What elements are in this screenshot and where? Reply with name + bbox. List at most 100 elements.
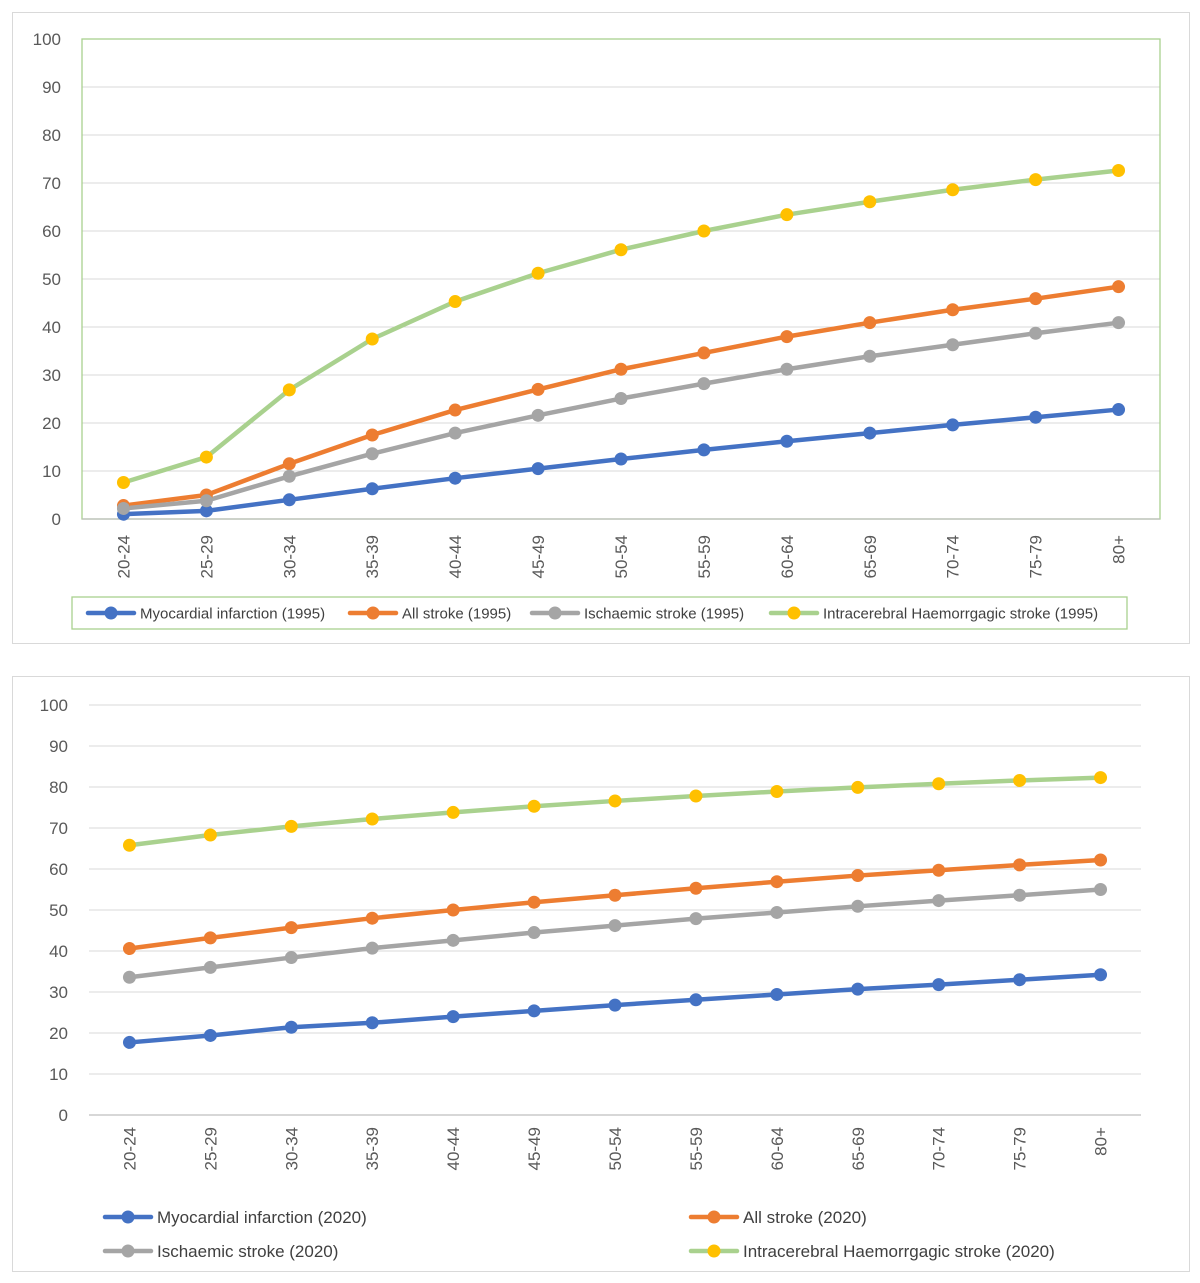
data-point xyxy=(1112,280,1126,294)
data-point xyxy=(1013,888,1027,902)
data-point xyxy=(863,316,877,330)
data-point xyxy=(203,1028,217,1042)
data-point xyxy=(851,780,865,794)
x-tick-label: 60-64 xyxy=(778,535,797,578)
data-point xyxy=(284,921,298,935)
data-point xyxy=(203,931,217,945)
data-point xyxy=(122,838,136,852)
data-point xyxy=(1029,292,1043,306)
data-point xyxy=(851,899,865,913)
data-point xyxy=(932,894,946,908)
data-point xyxy=(1094,853,1108,867)
data-point xyxy=(1013,773,1027,787)
x-tick-label: 25-29 xyxy=(197,535,216,578)
y-tick-label: 30 xyxy=(42,366,61,385)
x-tick-label: 65-69 xyxy=(861,535,880,578)
data-point xyxy=(614,452,628,466)
data-point xyxy=(780,434,794,448)
y-tick-label: 90 xyxy=(49,737,68,756)
data-point xyxy=(946,418,960,432)
x-tick-label: 55-59 xyxy=(687,1127,706,1170)
data-point xyxy=(1029,173,1043,187)
x-tick-label: 30-34 xyxy=(282,1127,301,1170)
x-tick-label: 35-39 xyxy=(363,1127,382,1170)
y-tick-label: 10 xyxy=(42,462,61,481)
x-tick-label: 60-64 xyxy=(768,1127,787,1170)
x-tick-label: 30-34 xyxy=(280,535,299,578)
x-tick-label: 65-69 xyxy=(849,1127,868,1170)
data-point xyxy=(1112,164,1126,178)
data-point xyxy=(448,471,462,485)
data-point xyxy=(608,919,622,933)
x-tick-label: 70-74 xyxy=(930,1127,949,1170)
data-point xyxy=(851,869,865,883)
y-tick-label: 60 xyxy=(42,222,61,241)
data-point xyxy=(199,450,213,464)
data-point xyxy=(863,426,877,440)
data-point xyxy=(527,799,541,813)
x-tick-label: 20-24 xyxy=(120,1127,139,1170)
data-point xyxy=(122,1035,136,1049)
data-point xyxy=(531,382,545,396)
data-point xyxy=(122,970,136,984)
x-tick-label: 45-49 xyxy=(525,1127,544,1170)
data-point xyxy=(116,501,130,515)
data-point xyxy=(851,982,865,996)
data-point xyxy=(446,933,460,947)
data-point xyxy=(116,476,130,490)
data-point xyxy=(282,493,296,507)
data-point xyxy=(282,383,296,397)
x-tick-label: 80+ xyxy=(1092,1127,1111,1156)
legend-label: Ischaemic stroke (2020) xyxy=(157,1242,338,1261)
y-tick-label: 30 xyxy=(49,983,68,1002)
chart-2020: 0 10 20 30 40 50 60 70 80 90 100 20-24 25-29 30-34 35-… xyxy=(40,696,1141,1261)
series-line xyxy=(121,320,1121,511)
data-point xyxy=(614,392,628,406)
x-tick-label: 40-44 xyxy=(444,1127,463,1170)
legend-marker xyxy=(707,1244,721,1258)
legend-marker xyxy=(104,606,118,620)
data-point xyxy=(1029,410,1043,424)
data-point xyxy=(932,978,946,992)
data-point xyxy=(689,993,703,1007)
data-point xyxy=(531,266,545,280)
data-point xyxy=(689,881,703,895)
data-point xyxy=(448,295,462,309)
chart-panel-2020: 0 10 20 30 40 50 60 70 80 90 100 20-24 25-29 30-34 35-… xyxy=(12,676,1190,1272)
x-tick-label: 45-49 xyxy=(529,535,548,578)
data-point xyxy=(365,1016,379,1030)
data-point xyxy=(531,462,545,476)
chart-panel-1995: 0 10 20 30 40 50 60 70 80 90 100 20-24 25-29 30-34 35-… xyxy=(12,12,1190,644)
data-point xyxy=(1094,968,1108,982)
data-point xyxy=(608,998,622,1012)
y-tick-label: 50 xyxy=(42,270,61,289)
data-point xyxy=(614,362,628,376)
data-point xyxy=(199,504,213,518)
data-point xyxy=(282,457,296,471)
series-line xyxy=(127,775,1103,848)
x-tick-label: 25-29 xyxy=(201,1127,220,1170)
y-tick-label: 0 xyxy=(59,1106,68,1125)
data-point xyxy=(122,942,136,956)
legend-label: Myocardial infarction (2020) xyxy=(157,1208,367,1227)
y-tick-label: 10 xyxy=(49,1065,68,1084)
legend-marker xyxy=(121,1210,135,1224)
data-point xyxy=(780,208,794,222)
legend-marker xyxy=(548,606,562,620)
y-tick-label: 60 xyxy=(49,860,68,879)
data-point xyxy=(446,805,460,819)
x-tick-label: 40-44 xyxy=(446,535,465,578)
y-tick-label: 90 xyxy=(42,78,61,97)
data-point xyxy=(946,303,960,317)
data-point xyxy=(1013,973,1027,987)
data-point xyxy=(608,794,622,808)
data-point xyxy=(932,777,946,791)
data-point xyxy=(282,469,296,483)
legend-label: All stroke (1995) xyxy=(402,605,511,622)
data-point xyxy=(946,183,960,197)
data-point xyxy=(689,912,703,926)
y-tick-label: 70 xyxy=(42,174,61,193)
data-point xyxy=(203,960,217,974)
data-point xyxy=(365,941,379,955)
x-tick-label: 50-54 xyxy=(606,1127,625,1170)
